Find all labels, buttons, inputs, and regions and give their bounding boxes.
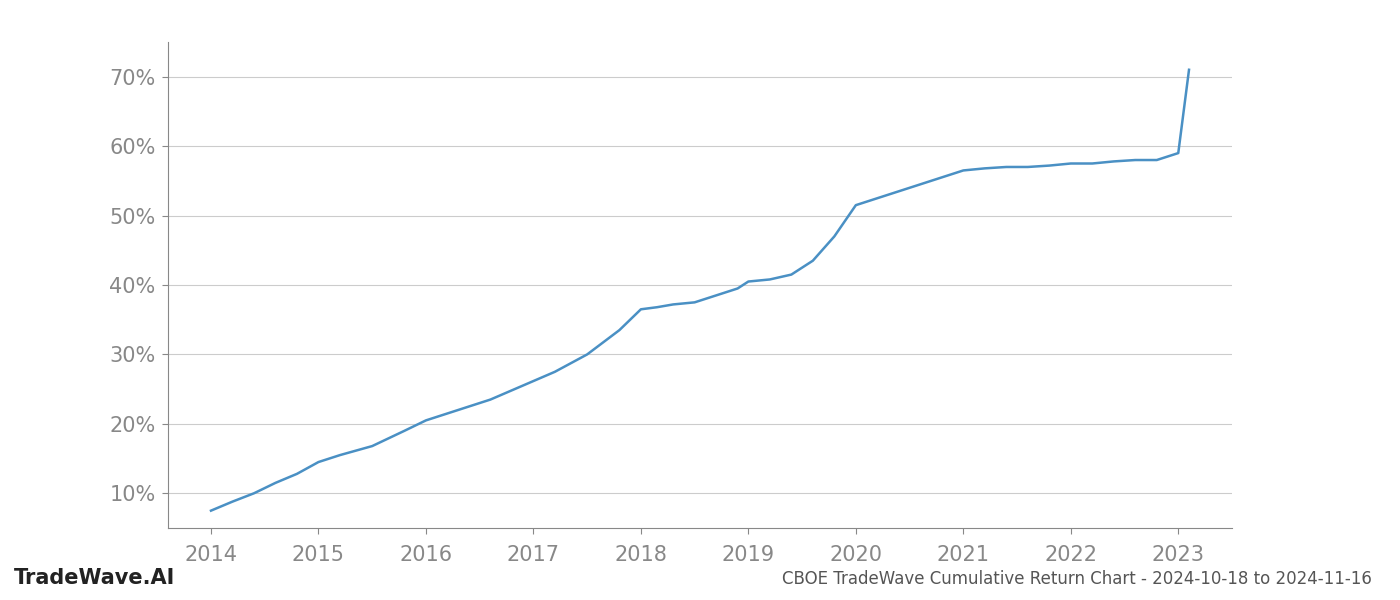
Text: CBOE TradeWave Cumulative Return Chart - 2024-10-18 to 2024-11-16: CBOE TradeWave Cumulative Return Chart -… xyxy=(783,570,1372,588)
Text: TradeWave.AI: TradeWave.AI xyxy=(14,568,175,588)
